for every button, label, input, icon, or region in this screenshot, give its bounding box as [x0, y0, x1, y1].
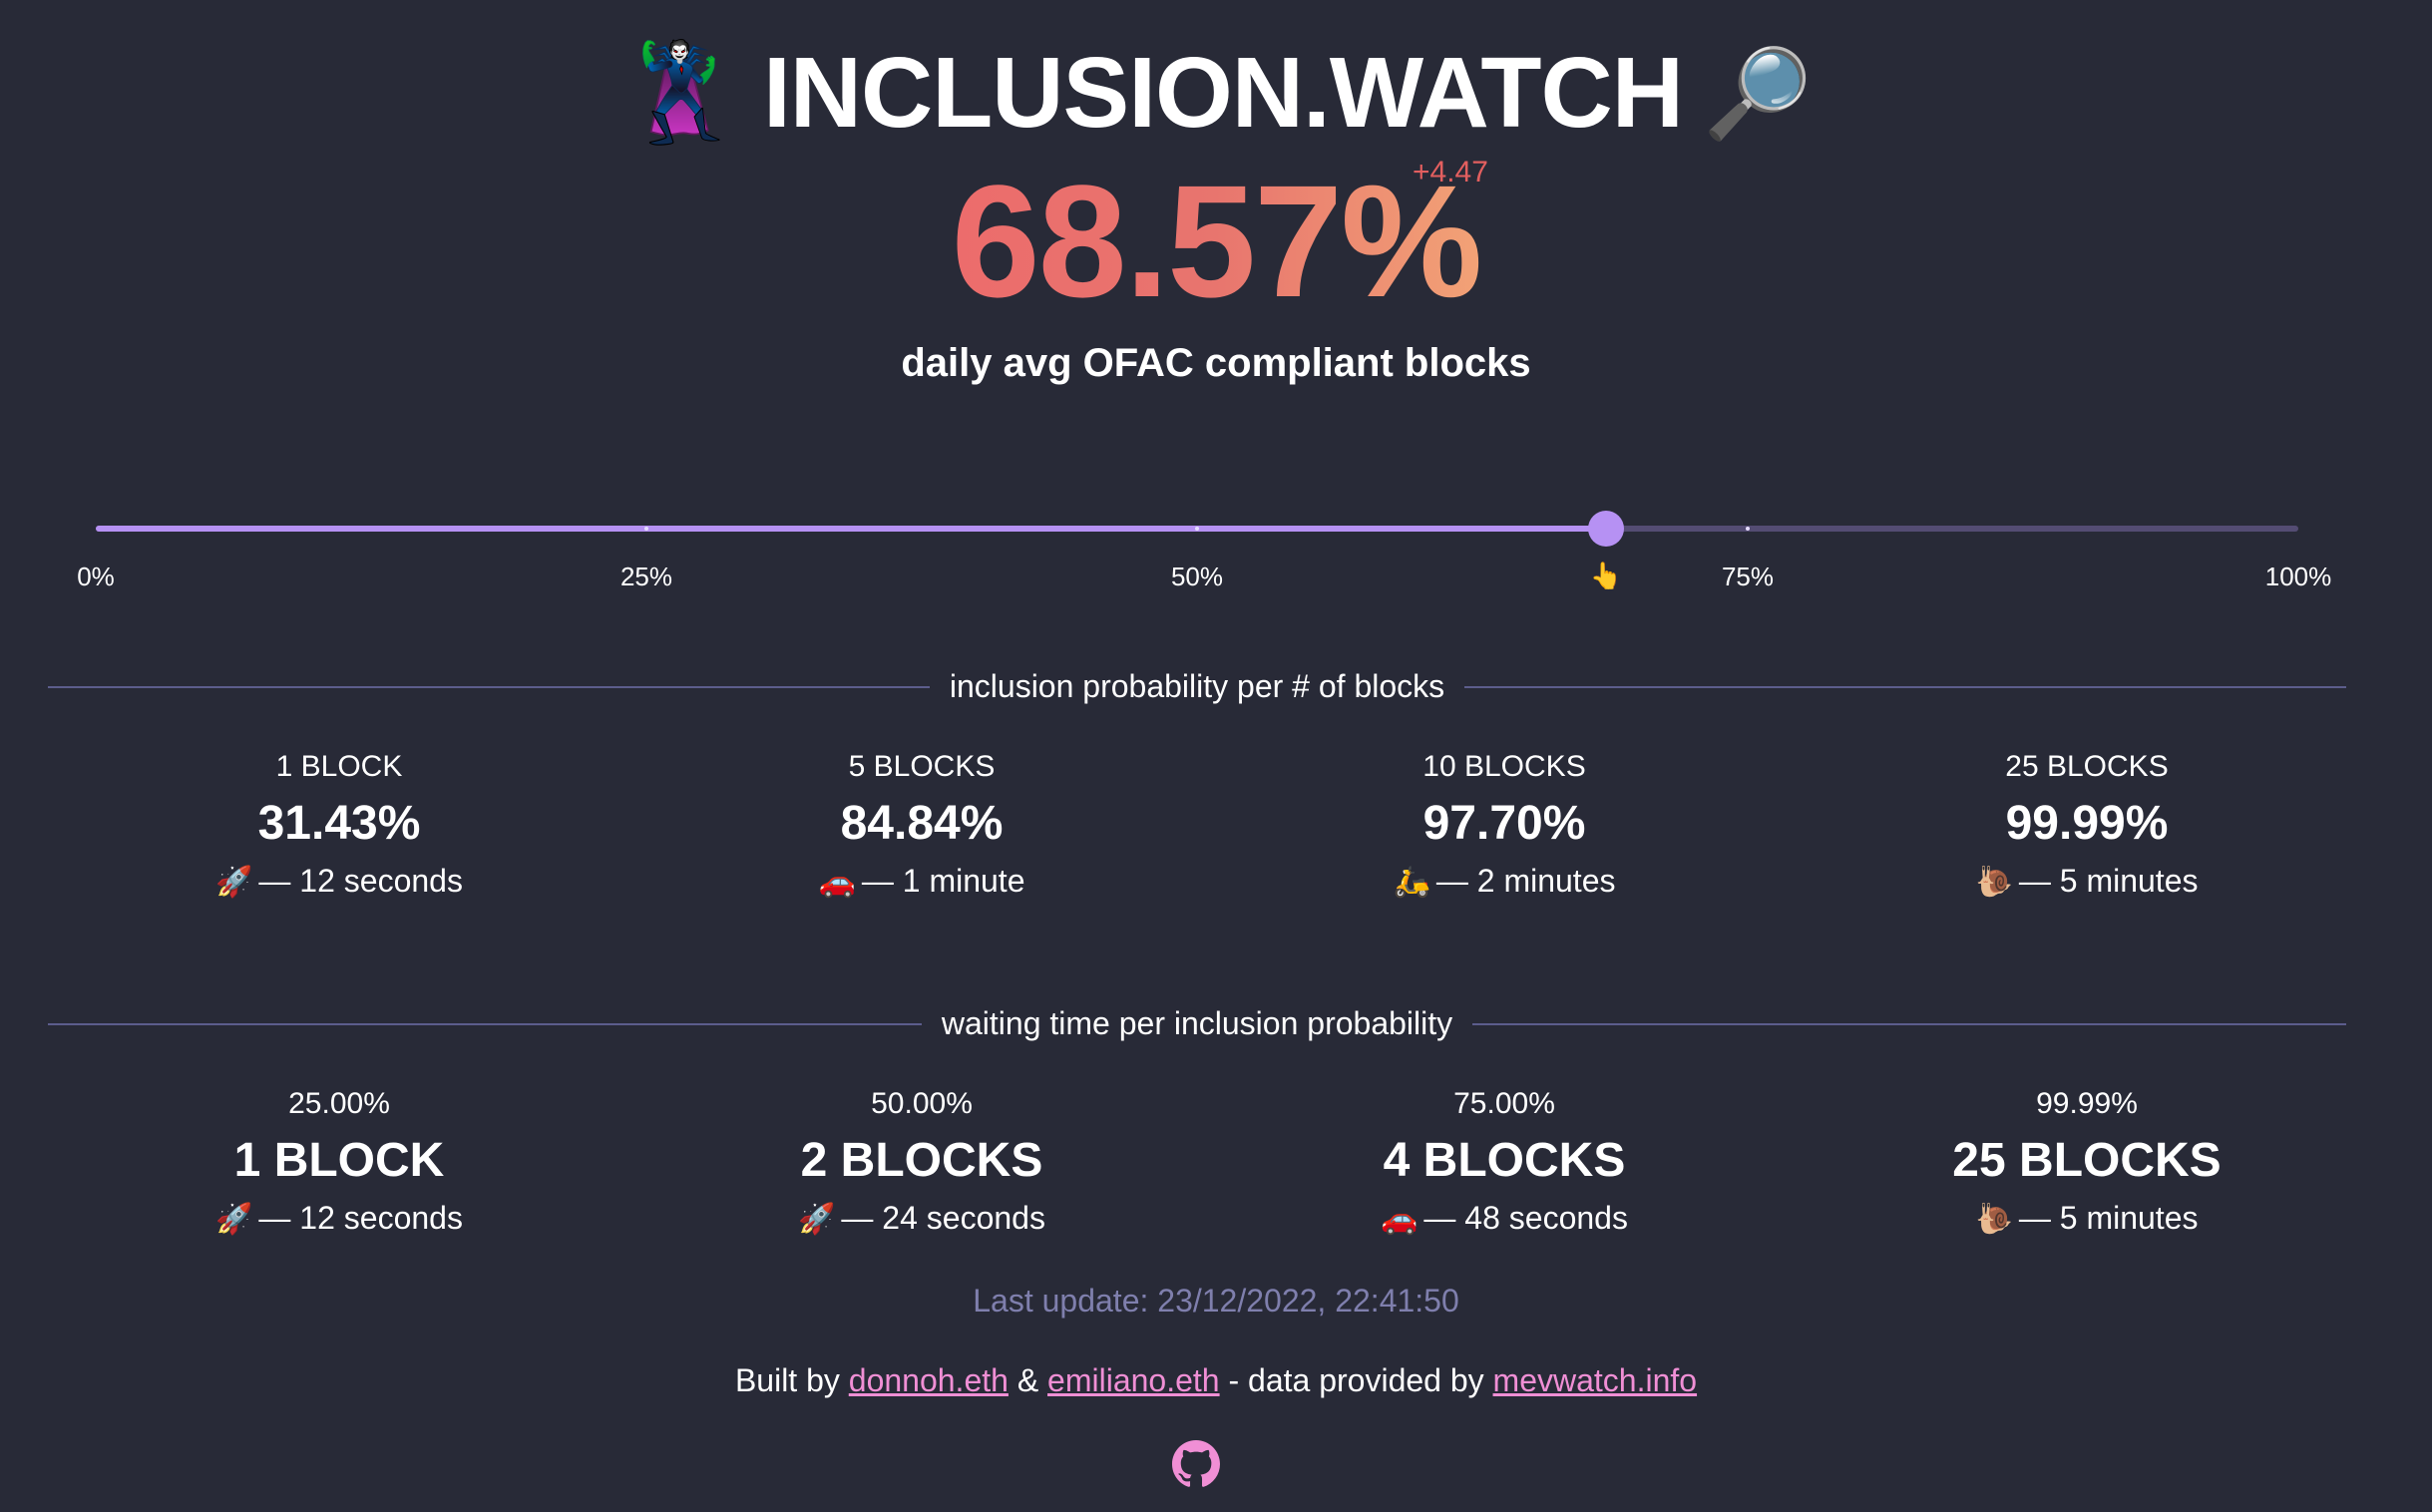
last-update: Last update: 23/12/2022, 22:41:50 — [973, 1283, 1459, 1319]
time-text: — 12 seconds — [258, 863, 463, 899]
section-title: waiting time per inclusion probability — [941, 1005, 1453, 1041]
time-estimate: 🚀 — 24 seconds — [630, 1200, 1213, 1237]
time-estimate: 🚀 — 12 seconds — [48, 863, 630, 900]
probability-value: 97.70% — [1422, 797, 1586, 850]
snail-icon: 🐌 — [1975, 866, 2013, 899]
car-icon: 🚗 — [1381, 1203, 1419, 1236]
time-text: — 5 minutes — [2018, 863, 2199, 899]
car-icon: 🚗 — [818, 866, 856, 899]
credits-data-text: - data provided by — [1219, 1362, 1493, 1398]
stat-card: 99.99% 25 BLOCKS 🐌 — 5 minutes — [1796, 1087, 2378, 1237]
time-text: — 1 minute — [861, 863, 1025, 899]
magnifying-glass-icon: 🔎 — [1702, 43, 1813, 143]
time-text: — 12 seconds — [258, 1200, 463, 1236]
section-waiting-time-heading: waiting time per inclusion probability — [48, 1005, 2346, 1042]
probability-value: 31.43% — [257, 797, 421, 850]
rocket-icon: 🚀 — [798, 1203, 836, 1236]
slider-tick-75: 75% — [1721, 562, 1775, 591]
slider-tick-0: 0% — [77, 562, 115, 591]
probability-target: 50.00% — [871, 1087, 973, 1120]
block-count: 5 BLOCKS — [848, 750, 996, 783]
divider — [48, 685, 930, 688]
probability-target: 99.99% — [2036, 1087, 2138, 1120]
stat-card: 1 BLOCK 31.43% 🚀 — 12 seconds — [48, 750, 630, 900]
page-title: INCLUSION.WATCH — [762, 37, 1684, 149]
time-estimate: 🛵 — 2 minutes — [1213, 863, 1796, 900]
blocks-value: 25 BLOCKS — [1952, 1134, 2222, 1187]
divider — [48, 1022, 922, 1025]
stat-card: 75.00% 4 BLOCKS 🚗 — 48 seconds — [1213, 1087, 1796, 1237]
slider-tick-mark — [1746, 527, 1750, 531]
divider — [1464, 685, 2347, 688]
slider-tick-mark — [1195, 527, 1199, 531]
section-title: inclusion probability per # of blocks — [949, 668, 1445, 704]
time-text: — 2 minutes — [1435, 863, 1616, 899]
block-count: 25 BLOCKS — [2005, 750, 2169, 783]
scooter-icon: 🛵 — [1393, 866, 1430, 899]
stat-card: 5 BLOCKS 84.84% 🚗 — 1 minute — [630, 750, 1213, 900]
compliance-percentage: 68.57% — [952, 150, 1483, 333]
probability-value: 99.99% — [2005, 797, 2169, 850]
probability-value: 84.84% — [840, 797, 1004, 850]
snail-icon: 🐌 — [1975, 1203, 2013, 1236]
blocks-value: 1 BLOCK — [233, 1134, 445, 1187]
time-estimate: 🐌 — 5 minutes — [1796, 1200, 2378, 1237]
headline-subtitle: daily avg OFAC compliant blocks — [901, 341, 1531, 385]
slider-tick-25: 25% — [619, 562, 673, 591]
block-count: 1 BLOCK — [275, 750, 403, 783]
supervillain-icon: 🦹 — [619, 39, 739, 147]
time-estimate: 🚗 — 48 seconds — [1213, 1200, 1796, 1237]
header: 🦹 INCLUSION.WATCH 🔎 — [0, 36, 2432, 151]
credits-prefix: Built by — [734, 1362, 849, 1398]
probability-target: 25.00% — [288, 1087, 390, 1120]
data-source-link[interactable]: mevwatch.info — [1492, 1362, 1698, 1398]
section-inclusion-probability-heading: inclusion probability per # of blocks — [48, 668, 2347, 705]
stat-card: 25.00% 1 BLOCK 🚀 — 12 seconds — [48, 1087, 630, 1237]
time-text: — 48 seconds — [1423, 1200, 1628, 1236]
time-estimate: 🐌 — 5 minutes — [1796, 863, 2378, 900]
headline-stat: 68.57% — [0, 150, 2432, 333]
pointing-hand-icon: 👆 — [1589, 561, 1623, 590]
probability-target: 75.00% — [1453, 1087, 1555, 1120]
compliance-slider[interactable] — [96, 511, 2298, 547]
credits-amp: & — [1008, 1362, 1048, 1398]
github-icon[interactable] — [1172, 1440, 1220, 1488]
slider-fill — [96, 526, 1607, 532]
author-link-emiliano[interactable]: emiliano.eth — [1047, 1362, 1220, 1398]
stat-card: 25 BLOCKS 99.99% 🐌 — 5 minutes — [1796, 750, 2378, 900]
rocket-icon: 🚀 — [215, 866, 253, 899]
inclusion-probability-grid: 1 BLOCK 31.43% 🚀 — 12 seconds 5 BLOCKS 84… — [48, 750, 2378, 900]
time-estimate: 🚗 — 1 minute — [630, 863, 1213, 900]
blocks-value: 4 BLOCKS — [1383, 1134, 1626, 1187]
blocks-value: 2 BLOCKS — [800, 1134, 1043, 1187]
slider-tick-mark — [644, 527, 648, 531]
slider-tick-100: 100% — [2264, 562, 2332, 591]
divider — [1472, 1022, 2346, 1025]
rocket-icon: 🚀 — [215, 1203, 253, 1236]
daily-delta: +4.47 — [1413, 156, 1488, 189]
waiting-time-grid: 25.00% 1 BLOCK 🚀 — 12 seconds 50.00% 2 BL… — [48, 1087, 2378, 1237]
time-estimate: 🚀 — 12 seconds — [48, 1200, 630, 1237]
time-text: — 24 seconds — [841, 1200, 1045, 1236]
block-count: 10 BLOCKS — [1422, 750, 1586, 783]
stat-card: 10 BLOCKS 97.70% 🛵 — 2 minutes — [1213, 750, 1796, 900]
slider-tick-50: 50% — [1170, 562, 1224, 591]
time-text: — 5 minutes — [2018, 1200, 2199, 1236]
credits: Built by donnoh.eth & emiliano.eth - dat… — [0, 1362, 2432, 1399]
author-link-donnoh[interactable]: donnoh.eth — [848, 1362, 1009, 1398]
slider-handle[interactable] — [1588, 511, 1625, 547]
stat-card: 50.00% 2 BLOCKS 🚀 — 24 seconds — [630, 1087, 1213, 1237]
